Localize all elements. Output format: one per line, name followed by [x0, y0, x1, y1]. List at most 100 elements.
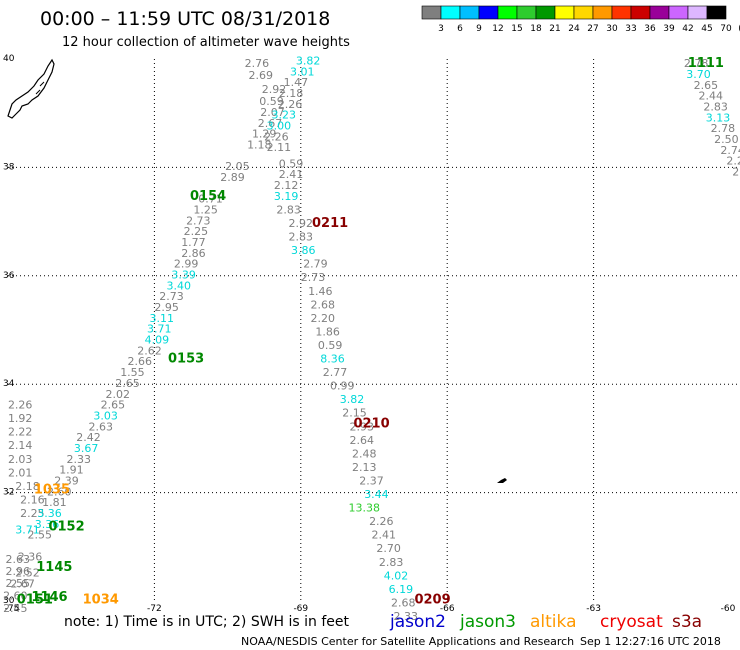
swh-value: 2.63: [88, 420, 113, 433]
x-tick-label: -72: [147, 604, 162, 614]
swh-value: 2.73: [301, 271, 326, 284]
legend-swatch: [668, 5, 689, 20]
swh-value: 3.36: [37, 507, 62, 520]
swh-value: 2.18: [15, 480, 40, 493]
pass-time-label: 1146: [31, 590, 67, 605]
legend-swatch: [421, 5, 442, 20]
swh-value: 3.40: [167, 279, 192, 292]
swh-value: 2.25: [184, 225, 209, 238]
swh-value: 2.79: [303, 258, 328, 271]
swh-value: 2.26: [278, 98, 303, 111]
credit-text: NOAA/NESDIS Center for Satellite Applica…: [241, 635, 574, 648]
swh-value: 2.69: [249, 69, 274, 82]
swh-value: 2.89: [220, 171, 245, 184]
swh-value: 2.86: [181, 247, 206, 260]
swh-value: 2.96: [6, 565, 31, 578]
swh-value: 2.68: [311, 298, 336, 311]
x-tick-label: -66: [440, 604, 455, 614]
swh-value: 3.70: [686, 68, 711, 81]
units-note: note: 1) Time is in UTC; 2) SWH is in fe…: [64, 614, 350, 630]
swh-value: 2.52: [15, 567, 40, 580]
swh-value: 3.01: [290, 65, 315, 78]
swh-value: 2.55: [27, 529, 52, 542]
swh-value: 2.33: [67, 453, 92, 466]
swh-value: 2.83: [289, 231, 314, 244]
swh-value: 2.41: [279, 168, 304, 181]
swh-value: 2.36: [18, 550, 43, 563]
satellite-jason3: jason3: [459, 612, 516, 632]
swh-value: 3.19: [274, 190, 299, 203]
legend-swatch: [554, 5, 575, 20]
legend-label: 39: [663, 24, 675, 34]
swh-value: 2.44: [698, 90, 723, 103]
swh-value: 2.26: [264, 130, 289, 143]
coastline-shape: [7, 58, 55, 119]
legend-label: 12: [492, 24, 503, 34]
swh-value: 2.01: [8, 466, 33, 479]
pass-time-label: 1034: [83, 593, 119, 608]
swh-value: 3.03: [93, 409, 118, 422]
satellite-s3a: s3a: [672, 612, 702, 632]
swh-value: 13.38: [348, 502, 380, 515]
swh-value: 2.73: [186, 214, 211, 227]
legend-swatch: [497, 5, 518, 20]
swh-value: 2.55: [6, 577, 31, 590]
swh-value: 2.68: [391, 596, 416, 609]
legend-label: 18: [530, 24, 542, 34]
swh-value: 2.41: [372, 529, 397, 542]
swh-value: 1.46: [308, 285, 333, 298]
swh-value: 2.62: [137, 344, 162, 357]
swh-value: 2.45: [3, 602, 28, 615]
swh-value: 2.93: [350, 420, 375, 433]
legend-label: 33: [625, 24, 636, 34]
swh-value: 3.23: [271, 109, 296, 122]
legend-label: 15: [511, 24, 522, 34]
x-tick-label: -69: [293, 604, 308, 614]
swh-value: 2.78: [711, 122, 736, 135]
legend-label: 9: [476, 24, 482, 34]
pass-time-label: 0209: [414, 593, 450, 608]
swh-value: 2.95: [154, 301, 179, 314]
swh-value: 2.26: [8, 399, 33, 412]
swh-value: 2.65: [101, 399, 126, 412]
swh-value: 2.74: [720, 144, 740, 157]
swh-value: 1.55: [120, 366, 145, 379]
swh-value: 3.44: [364, 488, 389, 501]
swh-value: 0.59: [318, 339, 343, 352]
timestamp-text: Sep 1 12:27:16 UTC 2018: [580, 635, 721, 648]
swh-value: 3.71: [147, 323, 172, 336]
swh-value: 2.65: [115, 377, 140, 390]
swh-value: 2.12: [274, 179, 299, 192]
swh-value: 2.05: [225, 160, 250, 173]
legend-label: 6: [457, 24, 463, 34]
y-tick-label: 40: [3, 54, 15, 64]
pass-time-label: 0210: [353, 417, 389, 432]
swh-value: 1.91: [59, 464, 84, 477]
swh-value: 2.67: [10, 577, 35, 590]
swh-value: 2.66: [128, 355, 153, 368]
swh-value: 2.78: [684, 57, 709, 70]
map-title: 00:00 – 11:59 UTC 08/31/2018: [40, 8, 330, 30]
swh-value: 2.92: [262, 83, 287, 96]
legend-swatch: [516, 5, 537, 20]
swh-value: 3.13: [706, 111, 731, 124]
legend-swatch: [687, 5, 708, 20]
legend-swatch: [630, 5, 651, 20]
legend-label: 45: [701, 24, 712, 34]
pass-time-label: 1035: [34, 483, 70, 498]
y-tick-label: 34: [3, 379, 15, 389]
swh-value: 4.02: [384, 569, 409, 582]
swh-value: 1.18: [247, 138, 272, 151]
swh-value: 2.15: [342, 407, 367, 420]
swh-value: 2.70: [376, 542, 401, 555]
coastline-detail: [35, 81, 45, 95]
altimeter-observations: 2.762.692.920.592.072.671.291.182.052.89…: [3, 54, 740, 623]
legend-label: (ft): [738, 24, 740, 34]
satellite-jason2: jason2: [389, 612, 446, 632]
pass-time-label: 0153: [168, 352, 204, 367]
swh-value: 2.76: [245, 57, 270, 70]
swh-value: 2.02: [106, 388, 131, 401]
swh-value: 2.50: [714, 133, 739, 146]
y-tick-label: 36: [3, 271, 15, 281]
legend-swatch: [649, 5, 670, 20]
